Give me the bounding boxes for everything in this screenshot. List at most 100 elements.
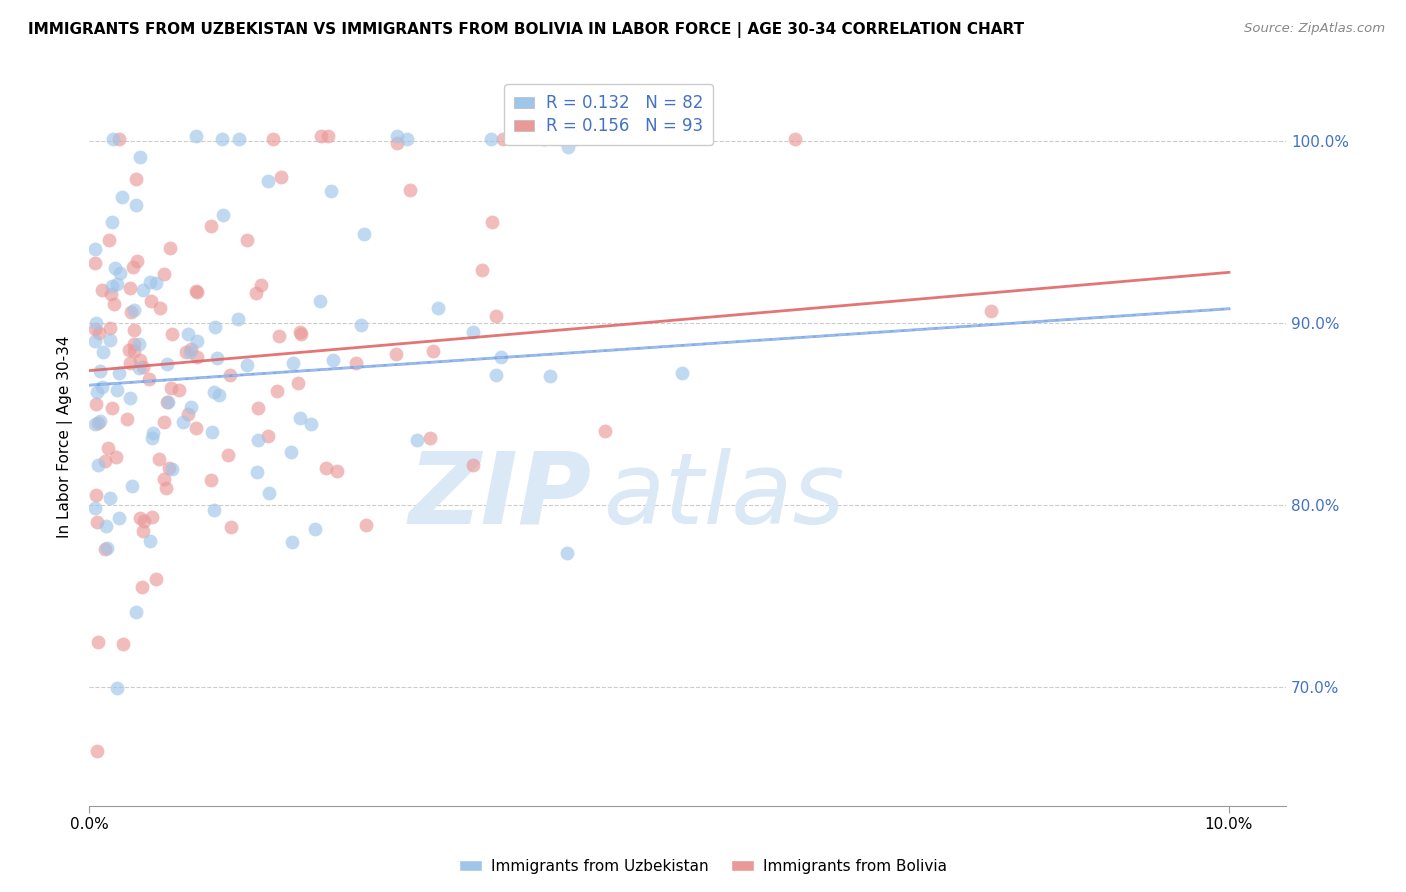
Point (128, 510, 150, 524)
Point (152, 267, 174, 281)
Point (104, 450, 127, 464)
Point (93, 454, 115, 468)
Point (217, 449, 239, 463)
Point (138, 534, 160, 549)
Point (304, 522, 326, 536)
Point (160, 327, 183, 342)
Point (172, 416, 194, 430)
Point (84, 397, 107, 411)
Point (160, 381, 183, 395)
Point (127, 254, 149, 268)
Point (492, 132, 515, 146)
Point (100, 287, 122, 301)
Point (204, 319, 226, 334)
Point (671, 367, 693, 381)
Point (129, 353, 152, 368)
Point (128, 361, 150, 376)
Point (385, 136, 408, 150)
Point (159, 241, 181, 255)
Point (103, 297, 125, 311)
Point (101, 279, 124, 293)
Point (207, 387, 229, 401)
Point (228, 132, 250, 146)
Point (259, 485, 281, 500)
Point (94, 519, 117, 533)
Point (134, 514, 156, 528)
Point (89, 414, 111, 428)
Point (145, 572, 167, 586)
Point (124, 323, 146, 337)
Text: IMMIGRANTS FROM UZBEKISTAN VS IMMIGRANTS FROM BOLIVIA IN LABOR FORCE | AGE 30-34: IMMIGRANTS FROM UZBEKISTAN VS IMMIGRANTS… (28, 22, 1024, 38)
Point (205, 351, 228, 365)
Point (145, 277, 167, 291)
Point (122, 343, 145, 358)
Point (783, 132, 806, 146)
Point (564, 132, 586, 146)
Point (115, 412, 138, 426)
Point (350, 318, 373, 333)
Point (141, 510, 163, 524)
Point (980, 303, 1002, 318)
Point (121, 478, 143, 492)
Point (290, 326, 312, 340)
Point (290, 327, 312, 342)
Point (105, 383, 128, 397)
Point (83, 256, 105, 270)
Point (167, 383, 190, 397)
Point (86, 516, 108, 530)
Point (538, 368, 561, 383)
Text: Source: ZipAtlas.com: Source: ZipAtlas.com (1244, 22, 1385, 36)
Point (111, 190, 134, 204)
Point (142, 425, 165, 440)
Point (131, 580, 153, 594)
Point (186, 350, 208, 364)
Point (246, 433, 269, 447)
Point (120, 305, 142, 319)
Point (148, 452, 170, 467)
Point (132, 283, 155, 297)
Point (489, 351, 512, 365)
Point (186, 285, 208, 299)
Point (138, 372, 160, 386)
Point (121, 260, 143, 275)
Point (245, 285, 267, 300)
Point (315, 461, 337, 475)
Point (132, 360, 155, 375)
Point (399, 183, 422, 197)
Point (180, 400, 202, 414)
Point (86, 416, 108, 430)
Point (236, 358, 259, 372)
Point (406, 433, 429, 447)
Point (177, 326, 200, 341)
Point (162, 462, 184, 476)
Point (211, 208, 233, 222)
Point (283, 356, 305, 370)
Point (90, 380, 112, 394)
Point (280, 445, 302, 459)
Text: ZIP: ZIP (409, 448, 592, 544)
Point (200, 473, 222, 487)
Point (157, 460, 180, 475)
Point (97, 441, 120, 455)
Point (108, 266, 131, 280)
Point (211, 132, 233, 146)
Point (104, 260, 127, 275)
Point (250, 277, 273, 292)
Point (153, 415, 176, 429)
Point (186, 128, 208, 143)
Point (218, 368, 240, 383)
Point (550, 132, 572, 146)
Point (555, 546, 578, 560)
Point (96, 541, 118, 555)
Point (471, 263, 494, 277)
Point (353, 227, 375, 241)
Point (257, 429, 280, 443)
Point (122, 303, 145, 318)
Point (83, 501, 105, 516)
Point (595, 424, 617, 438)
Point (139, 293, 162, 308)
Point (108, 132, 131, 146)
Point (132, 524, 155, 538)
Point (89, 364, 111, 378)
Point (98, 333, 121, 347)
